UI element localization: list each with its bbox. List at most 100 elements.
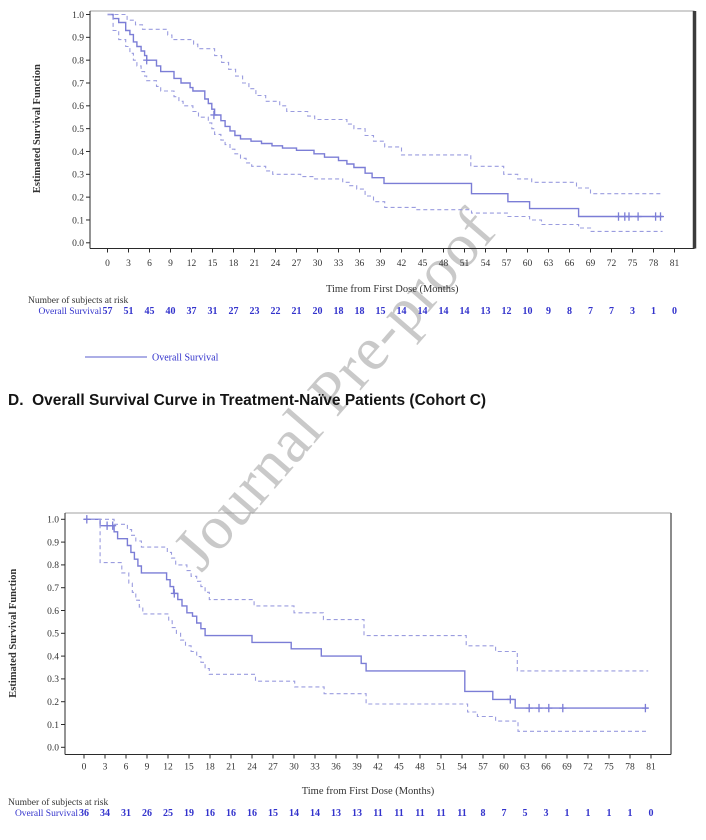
y-tick-label: 0.7 (72, 79, 84, 89)
at-risk-count: 0 (672, 306, 677, 317)
x-tick-label: 21 (250, 259, 260, 269)
x-tick-label: 15 (184, 763, 194, 773)
x-tick-label: 51 (436, 763, 446, 773)
at-risk-count: 13 (481, 306, 491, 317)
confidence-band (107, 13, 663, 232)
x-tick-label: 48 (415, 763, 425, 773)
at-risk-header: Number of subjects at risk (8, 797, 109, 808)
x-tick-label: 0 (105, 259, 110, 269)
at-risk-count: 1 (607, 808, 612, 819)
y-tick-label: 1.0 (47, 516, 59, 526)
at-risk-count: 57 (103, 306, 113, 317)
y-tick-label: 0.2 (47, 698, 59, 708)
at-risk-count: 36 (79, 808, 89, 819)
y-tick-label: 0.9 (47, 538, 59, 548)
at-risk-count: 11 (436, 808, 445, 819)
at-risk-count: 21 (292, 306, 302, 317)
censor-mark (109, 521, 117, 530)
x-tick-label: 63 (520, 763, 530, 773)
at-risk-count: 12 (502, 306, 512, 317)
y-tick-label: 0.8 (72, 56, 84, 66)
at-risk-count: 20 (313, 306, 323, 317)
x-tick-label: 21 (226, 763, 236, 773)
at-risk-count: 14 (439, 306, 449, 317)
censor-mark (525, 703, 533, 713)
x-tick-label: 39 (352, 763, 362, 773)
x-tick-label: 36 (355, 259, 365, 269)
x-tick-label: 75 (604, 763, 614, 773)
censor-mark (506, 695, 514, 704)
y-tick-label: 0.7 (47, 584, 59, 594)
x-tick-label: 81 (670, 259, 680, 269)
at-risk-count: 1 (651, 306, 656, 317)
x-tick-label: 27 (268, 763, 278, 773)
panel-d-title: D. Overall Survival Curve in Treatment-N… (8, 392, 487, 409)
at-risk-count: 15 (268, 808, 278, 819)
at-risk-count: 14 (418, 306, 428, 317)
censor-mark (210, 110, 218, 120)
y-tick-label: 0.1 (72, 216, 84, 226)
y-tick-label: 0.9 (72, 34, 84, 44)
x-tick-label: 24 (247, 763, 257, 773)
censor-mark (170, 589, 178, 598)
x-tick-label: 9 (145, 763, 150, 773)
y-tick-label: 0.2 (72, 193, 84, 203)
km-chart-1: 0.00.10.20.30.40.50.60.70.80.91.00 3 6 9 12 1… (28, 10, 697, 364)
at-risk-count: 7 (502, 808, 507, 819)
y-tick-label: 0.3 (47, 675, 59, 685)
at-risk-row-label: Overall Survival (15, 809, 78, 819)
x-tick-label: 15 (208, 259, 218, 269)
at-risk-count: 8 (481, 808, 486, 819)
at-risk-count: 13 (352, 808, 362, 819)
at-risk-count: 16 (226, 808, 236, 819)
x-tick-label: 33 (310, 763, 320, 773)
x-axis-title: Time from First Dose (Months) (302, 786, 435, 797)
x-tick-label: 69 (562, 763, 572, 773)
at-risk-count: 3 (544, 808, 549, 819)
x-tick-label: 57 (478, 763, 488, 773)
at-risk-count: 0 (649, 808, 654, 819)
at-risk-count: 14 (397, 306, 407, 317)
x-tick-label: 81 (646, 763, 656, 773)
confidence-band (84, 518, 649, 732)
survival-curve (107, 13, 663, 218)
x-tick-label: 3 (126, 259, 131, 269)
x-tick-label: 12 (163, 763, 173, 773)
x-tick-label: 18 (229, 259, 239, 269)
at-risk-count: 1 (628, 808, 633, 819)
at-risk-count: 1 (565, 808, 570, 819)
x-tick-label: 78 (625, 763, 635, 773)
y-axis-title: Estimated Survival Function (32, 64, 43, 193)
at-risk-count: 34 (100, 808, 110, 819)
censor-mark (545, 703, 553, 713)
x-tick-label: 63 (544, 259, 554, 269)
x-tick-label: 72 (607, 259, 617, 269)
x-tick-label: 6 (124, 763, 129, 773)
y-tick-label: 1.0 (72, 11, 84, 21)
x-tick-label: 33 (334, 259, 344, 269)
y-tick-label: 0.5 (72, 125, 84, 135)
x-tick-label: 36 (331, 763, 341, 773)
at-risk-count: 14 (289, 808, 299, 819)
x-tick-label: 48 (439, 259, 449, 269)
at-risk-count: 8 (567, 306, 572, 317)
x-tick-label: 30 (313, 259, 323, 269)
x-tick-label: 54 (481, 259, 491, 269)
legend-label: Overall Survival (152, 353, 219, 364)
confidence-band (84, 518, 649, 672)
x-tick-label: 12 (187, 259, 197, 269)
y-tick-label: 0.8 (47, 561, 59, 571)
at-risk-count: 16 (205, 808, 215, 819)
x-tick-label: 39 (376, 259, 386, 269)
x-tick-label: 45 (394, 763, 404, 773)
x-tick-label: 60 (499, 763, 509, 773)
at-risk-row-label: Overall Survival (38, 307, 101, 317)
legend: Overall Survival (85, 353, 219, 364)
y-tick-label: 0.0 (72, 239, 84, 249)
at-risk-count: 22 (271, 306, 281, 317)
at-risk-count: 27 (229, 306, 239, 317)
censor-mark (143, 55, 151, 65)
at-risk-count: 11 (373, 808, 382, 819)
x-tick-label: 60 (523, 259, 533, 269)
x-tick-label: 18 (205, 763, 215, 773)
